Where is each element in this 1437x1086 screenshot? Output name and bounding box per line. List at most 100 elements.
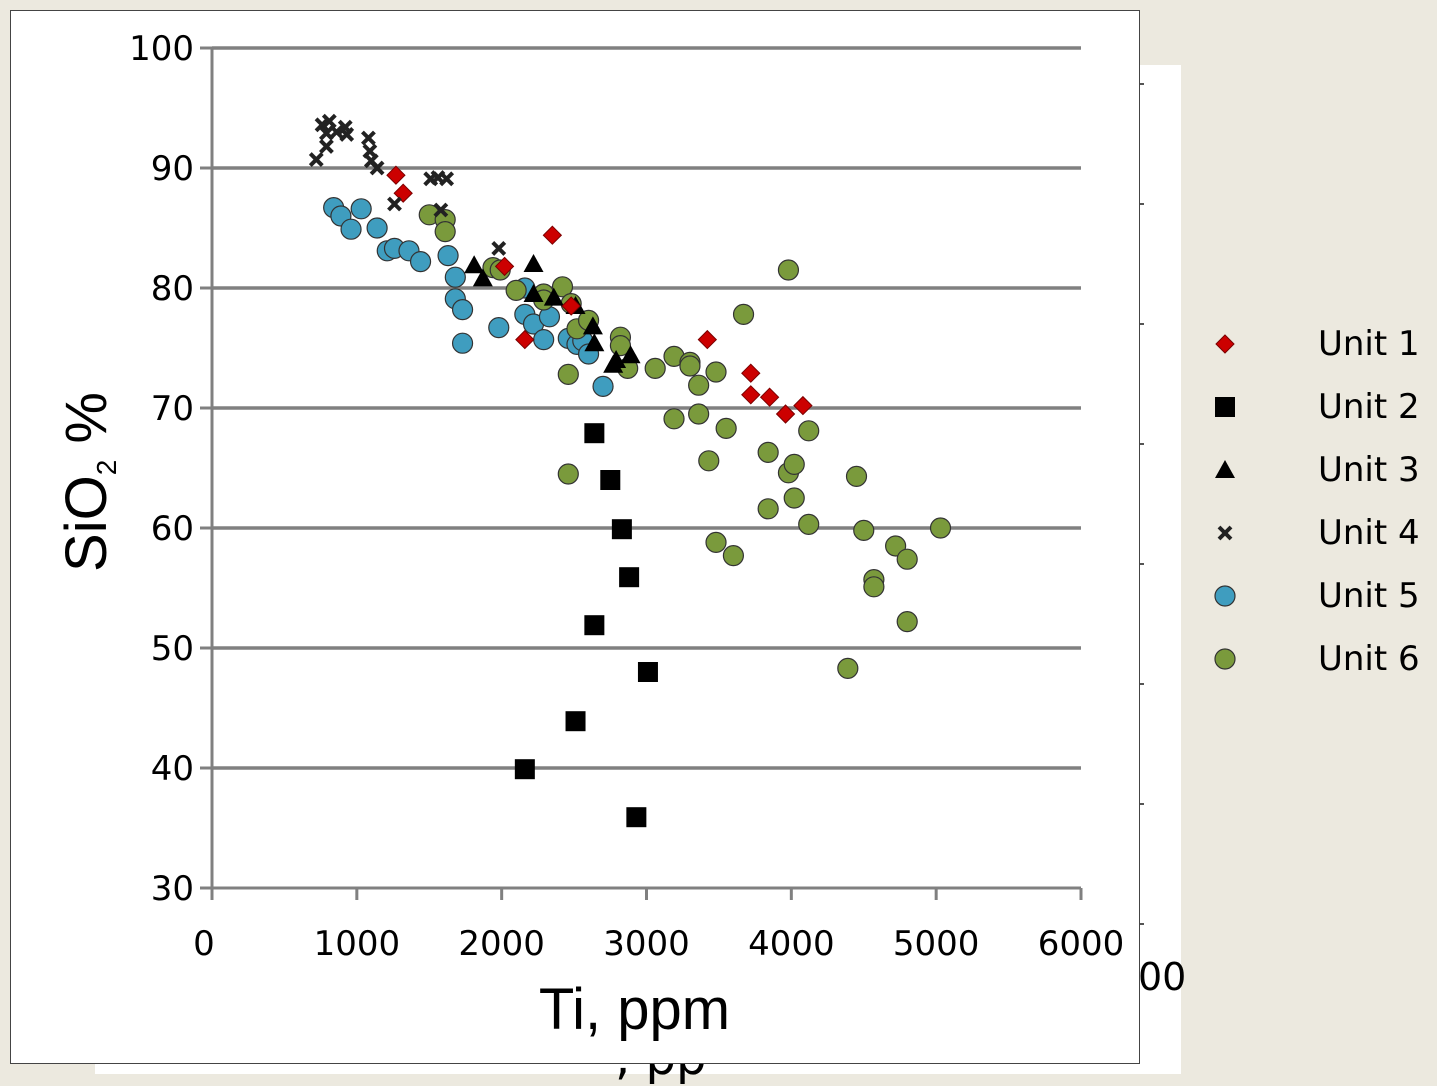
legend-symbol: [1217, 525, 1233, 540]
data-point-unit-5: [488, 317, 510, 339]
data-point-unit-6: [845, 465, 868, 487]
data-point-unit-3: [523, 254, 544, 272]
x-stroke: [439, 171, 455, 187]
data-point-unit-1: [793, 395, 813, 416]
data-point-unit-6: [798, 420, 820, 442]
data-point-unit-6: [557, 463, 579, 485]
x-stroke: [319, 138, 334, 154]
data-point-unit-1: [386, 165, 406, 185]
legend-marker-unit-1: [1215, 333, 1235, 354]
data-point-unit-1: [494, 256, 515, 277]
data-point-unit-2: [514, 759, 535, 780]
data-point-unit-2: [637, 662, 658, 682]
data-point-unit-3: [620, 345, 641, 364]
legend-marker: [1205, 387, 1263, 427]
data-point-unit-6: [705, 361, 727, 383]
legend-label: Unit 5: [1318, 575, 1420, 616]
data-point-unit-4: [319, 138, 334, 154]
x-stroke: [339, 126, 355, 142]
legend-marker: [1205, 324, 1263, 364]
x-stroke: [363, 153, 379, 169]
data-point-unit-1: [561, 296, 581, 316]
data-point-unit-6: [505, 279, 527, 301]
y-axis-title-main: SiO: [54, 475, 119, 572]
data-point-unit-5: [451, 332, 474, 354]
x-stroke: [491, 240, 507, 256]
legend-label: Unit 4: [1318, 512, 1420, 553]
data-point-unit-5: [437, 245, 459, 267]
legend-symbol: [1215, 333, 1235, 354]
data-point-unit-4: [339, 126, 355, 142]
data-point-unit-6: [557, 363, 579, 385]
x-stroke: [433, 202, 449, 218]
legend-symbol: [1214, 584, 1236, 607]
legend-symbol: [1215, 459, 1235, 478]
legend-item: Unit 6: [1205, 627, 1420, 690]
data-point-unit-4: [433, 202, 449, 218]
legend-label: Unit 6: [1318, 638, 1420, 679]
y-tick-label: 70: [151, 389, 194, 429]
x-tick-label: 6000: [1038, 924, 1125, 964]
data-point-unit-6: [757, 441, 779, 463]
y-tick-label: 100: [129, 29, 194, 69]
legend-item: Unit 5: [1205, 564, 1420, 627]
data-point-unit-5: [409, 251, 432, 273]
legend-marker-unit-5: [1214, 584, 1236, 607]
data-point-unit-4: [369, 160, 385, 176]
data-point-unit-4: [329, 124, 344, 140]
legend-item: Unit 3: [1205, 438, 1420, 501]
legend-marker-unit-3: [1215, 459, 1235, 478]
data-point-unit-2: [584, 615, 605, 636]
data-point-unit-6: [688, 403, 710, 425]
data-point-unit-3: [523, 284, 544, 302]
x-tick-label: 3000: [603, 924, 690, 964]
x-tick-label: 4000: [748, 924, 835, 964]
data-point-unit-6: [722, 544, 745, 567]
data-point-unit-5: [533, 329, 555, 351]
background-tick: [1138, 803, 1144, 805]
data-point-unit-1: [741, 385, 761, 405]
data-point-unit-2: [611, 519, 632, 540]
y-tick-label: 60: [151, 509, 194, 549]
data-point-unit-5: [451, 299, 474, 321]
data-point-unit-1: [741, 363, 761, 383]
data-point-unit-5: [340, 218, 362, 240]
data-point-unit-6: [896, 610, 918, 633]
legend-label: Unit 3: [1318, 449, 1420, 490]
data-point-unit-6: [777, 259, 800, 281]
x-stroke: [321, 113, 337, 129]
y-tick-label: 40: [151, 749, 194, 789]
chart-frame: 30 40 50 60 70 80 90 100 0 1000 2000 3000 4000 5000 60…: [10, 10, 1140, 1064]
x-tick-label: 0: [193, 924, 215, 964]
data-point-unit-1: [697, 329, 718, 350]
x-stroke: [329, 124, 344, 140]
data-point-unit-4: [314, 117, 330, 133]
data-point-unit-3: [472, 268, 493, 287]
data-point-unit-6: [715, 417, 737, 439]
data-point-unit-6: [863, 576, 885, 598]
legend-marker-unit-6: [1214, 647, 1236, 670]
data-point-unit-4: [308, 152, 324, 168]
y-tick-label: 50: [151, 629, 194, 669]
data-point-unit-3: [543, 287, 564, 306]
x-stroke: [1217, 525, 1233, 540]
legend-item: Unit 1: [1205, 312, 1420, 375]
data-point-unit-6: [929, 517, 952, 539]
data-point-unit-6: [705, 531, 727, 554]
data-point-unit-5: [350, 198, 372, 220]
legend-label: Unit 1: [1318, 323, 1420, 364]
data-point-unit-4: [439, 171, 455, 187]
x-stroke: [319, 125, 334, 141]
legend-marker: [1205, 513, 1263, 553]
background-tick: [1138, 683, 1144, 685]
data-point-unit-6: [688, 374, 710, 396]
data-point-unit-2: [584, 423, 605, 444]
background-tick: [1138, 923, 1144, 925]
background-tick: [1138, 323, 1144, 325]
data-point-unit-3: [584, 333, 605, 352]
data-point-unit-2: [600, 470, 621, 490]
legend-marker: [1205, 450, 1263, 490]
data-point-unit-4: [387, 196, 402, 212]
y-axis-title-suffix: %: [54, 392, 119, 460]
